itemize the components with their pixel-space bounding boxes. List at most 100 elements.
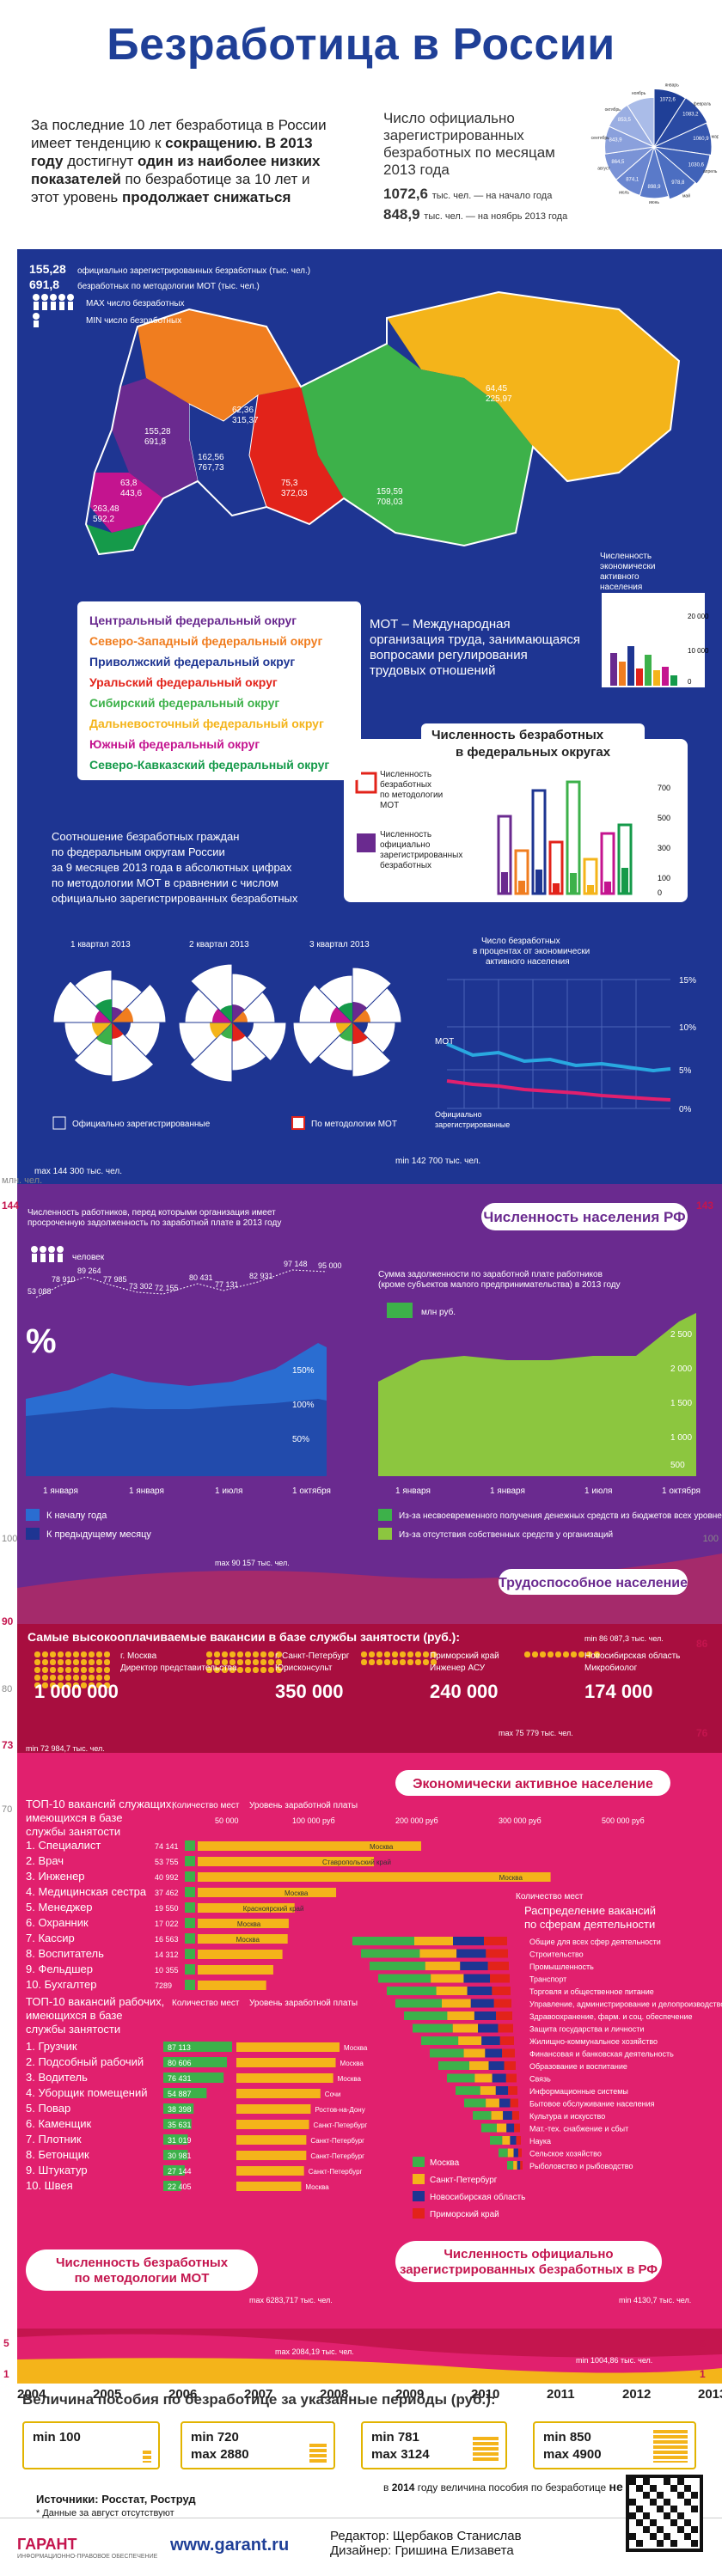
coin bbox=[423, 1651, 429, 1657]
worker-tag: Сочи bbox=[325, 2091, 341, 2098]
worker-name: 4. Уборщик помещений bbox=[26, 2086, 148, 2099]
coin bbox=[407, 1659, 413, 1665]
coin bbox=[81, 1651, 87, 1657]
workforce-wave bbox=[17, 1554, 722, 1624]
worker-name: 6. Каменщик bbox=[26, 2117, 92, 2130]
quarter-1-label: 1 квартал 2013 bbox=[70, 940, 131, 949]
sources: Источники: Росстат, Роструд bbox=[36, 2493, 196, 2506]
svg-text:5%: 5% bbox=[679, 1066, 692, 1076]
sphere-title-1: Распределение вакансий bbox=[524, 1904, 656, 1917]
vacancy-city: Новосибирская область bbox=[584, 1651, 680, 1661]
worker-salary-bar bbox=[236, 2135, 307, 2145]
svg-text:0: 0 bbox=[688, 678, 692, 686]
coin bbox=[104, 1659, 110, 1665]
service-count-bar bbox=[185, 1933, 195, 1944]
coin bbox=[376, 1651, 382, 1657]
site-link[interactable]: www.garant.ru bbox=[170, 2536, 290, 2555]
map-legend: 155,28 официально зарегистрированных без… bbox=[29, 262, 310, 327]
region-swatch bbox=[413, 2208, 425, 2219]
wheel-slice bbox=[627, 96, 655, 149]
person-icon bbox=[33, 313, 40, 320]
sphere-bar bbox=[464, 2098, 486, 2108]
coin bbox=[415, 1651, 421, 1657]
service-name: 10. Бухгалтер bbox=[26, 1978, 96, 1991]
radial-official-slice bbox=[112, 1022, 131, 1036]
svg-text:700: 700 bbox=[658, 784, 670, 792]
sphere-bar bbox=[452, 2024, 479, 2033]
coin bbox=[34, 1651, 40, 1657]
coin bbox=[571, 1651, 577, 1657]
debt-title-1: Сумма задолженности по заработной плате … bbox=[378, 1269, 603, 1279]
legend-mot-method: По методологии МОТ bbox=[311, 1120, 397, 1129]
worker-name: 10. Швея bbox=[26, 2179, 73, 2192]
benefit-box: min 720 max 2880 bbox=[180, 2421, 335, 2469]
sphere-bar bbox=[413, 2024, 453, 2033]
sphere-bar bbox=[504, 2061, 516, 2070]
service-count: 74 141 bbox=[155, 1842, 179, 1851]
vacancy-city: г. Москва bbox=[120, 1651, 157, 1661]
svg-text:100%: 100% bbox=[292, 1401, 315, 1410]
qr-code[interactable] bbox=[626, 2475, 703, 2552]
svg-text:500: 500 bbox=[670, 1461, 685, 1470]
coin bbox=[206, 1667, 212, 1673]
radial-official-slice bbox=[352, 1010, 370, 1022]
map-section-graphics: 155,28 691,8 62,36 315,37 162,56 767,73 … bbox=[29, 262, 709, 1130]
worker-tag: Санкт-Петербург bbox=[310, 2137, 364, 2145]
coin bbox=[96, 1651, 102, 1657]
sphere-bar bbox=[492, 1987, 511, 1995]
left-mark-90: 90 bbox=[2, 1615, 14, 1627]
benefit-min: min 100 bbox=[33, 2430, 81, 2445]
coin bbox=[578, 1651, 584, 1657]
garant-logo[interactable]: ГАРАНТ ИНФОРМАЦИОННО-ПРАВОВОЕ ОБЕСПЕЧЕНИ… bbox=[17, 2536, 158, 2560]
sphere-bar bbox=[488, 2061, 505, 2070]
label-central-official: 155,28 bbox=[144, 427, 171, 436]
radial-official-slice bbox=[339, 1022, 352, 1041]
sphere-label: Транспорт bbox=[529, 1975, 566, 1984]
district-legend-item: Уральский федеральный округ bbox=[89, 675, 278, 689]
sphere-bar bbox=[378, 1974, 431, 1983]
year-label: 2007 bbox=[244, 2387, 273, 2402]
sphere-bar bbox=[431, 1974, 464, 1983]
coin bbox=[50, 1659, 56, 1665]
sphere-bar bbox=[514, 2123, 520, 2133]
official-min: min 1004,86 тыс. чел. bbox=[576, 2356, 652, 2365]
coin bbox=[431, 1651, 437, 1657]
worker-name: 1. Грузчик bbox=[26, 2040, 77, 2053]
legend-official-text: официально зарегистрированных безработны… bbox=[77, 266, 310, 276]
monthly-summary: Число официально зарегистрированных безр… bbox=[383, 110, 581, 225]
sphere-bar bbox=[493, 1999, 511, 2008]
service-name: 2. Врач bbox=[26, 1854, 64, 1867]
unemployed-legend-mot-4: МОТ bbox=[380, 801, 399, 810]
label-volga-official: 162,56 bbox=[198, 453, 224, 462]
sphere-bar bbox=[414, 1937, 453, 1945]
sphere-label: Образование и воспитание bbox=[529, 2062, 627, 2071]
coin bbox=[42, 1651, 48, 1657]
unemployed-legend-off-3: зарегистрированных bbox=[380, 851, 462, 860]
service-salary-bar bbox=[198, 1934, 288, 1944]
year-label: 2010 bbox=[471, 2387, 500, 2402]
svg-text:1 500: 1 500 bbox=[670, 1399, 692, 1408]
coin bbox=[65, 1651, 71, 1657]
radial-mot-slice bbox=[189, 1021, 233, 1083]
service-name: 7. Кассир bbox=[26, 1932, 75, 1944]
coin bbox=[65, 1682, 71, 1688]
coin bbox=[89, 1682, 95, 1688]
arrears-value: 97 148 bbox=[284, 1260, 308, 1268]
intro-text: За последние 10 лет безработица в России… bbox=[31, 117, 327, 205]
salary-tick: 100 000 руб bbox=[292, 1816, 335, 1825]
svg-text:1 000: 1 000 bbox=[670, 1433, 692, 1443]
map-outline bbox=[84, 290, 681, 556]
service-tag: Москва bbox=[285, 1889, 309, 1897]
sphere-label: Здравоохранение, фарм. и соц. обеспечени… bbox=[529, 2012, 693, 2021]
ratio-title-5: официально зарегистрированных безработны… bbox=[52, 892, 298, 905]
coin bbox=[268, 1651, 274, 1657]
sphere-bar bbox=[395, 1999, 442, 2008]
wheel-slice bbox=[652, 97, 708, 149]
sphere-bar bbox=[474, 2073, 493, 2083]
district-legend-item: Северо-Западный федеральный округ bbox=[89, 634, 323, 648]
legend-prev: К предыдущему месяцу bbox=[46, 1529, 151, 1540]
svg-text:1 октября: 1 октября bbox=[662, 1486, 701, 1496]
label-south-official: 63,8 bbox=[120, 479, 138, 488]
sphere-bar bbox=[470, 1999, 494, 2008]
